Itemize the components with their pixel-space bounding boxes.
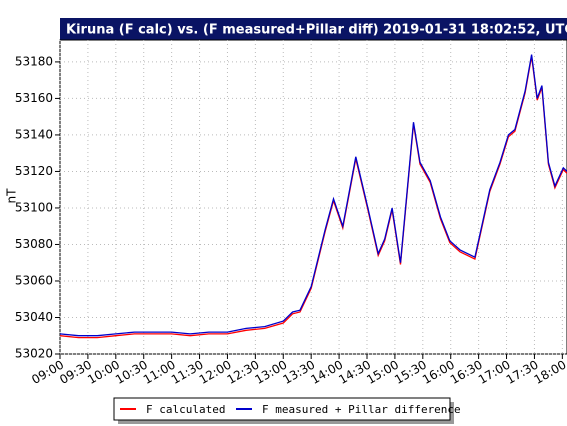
y-tick-label: 53040 [15, 310, 53, 324]
x-tick-label: 18:00 [532, 358, 567, 387]
series-line [59, 54, 567, 337]
y-tick-label: 53120 [15, 164, 53, 178]
legend [113, 397, 451, 421]
title-bar [60, 18, 567, 40]
y-tick-label: 53140 [15, 127, 53, 141]
chart-title: Kiruna (F calc) vs. (F measured+Pillar d… [66, 23, 567, 38]
y-tick-label: 53020 [15, 347, 53, 361]
y-tick-label: 53180 [15, 54, 53, 68]
y-tick-label: 53060 [15, 273, 53, 287]
legend-label: F calculated [146, 403, 225, 416]
y-axis-label: nT [5, 188, 19, 204]
legend-label: F measured + Pillar difference [262, 403, 461, 416]
y-tick-label: 53080 [15, 237, 53, 251]
plot-area [59, 39, 567, 355]
y-tick-label: 53160 [15, 91, 53, 105]
y-tick-label: 53100 [15, 200, 53, 214]
